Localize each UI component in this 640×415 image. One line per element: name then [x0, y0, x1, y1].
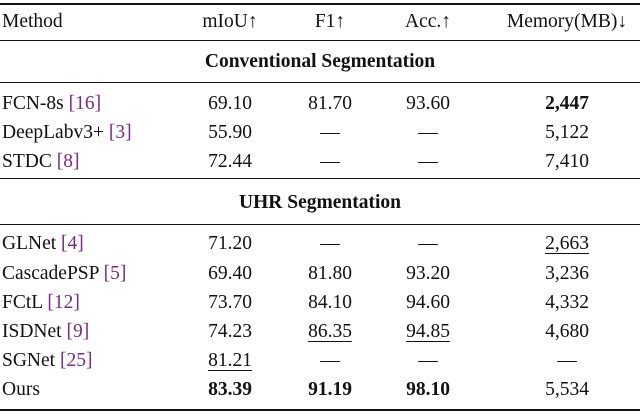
cell: 98.10: [406, 379, 450, 400]
cell: 81.80: [308, 263, 352, 284]
cell: 5,534: [545, 379, 589, 400]
cell: 93.20: [406, 263, 450, 284]
column-header: Memory(MB)↓: [506, 11, 628, 32]
bottom-rule: [0, 409, 640, 411]
top-rule: [0, 3, 640, 5]
section-rule: [0, 82, 640, 83]
cell: 5,122: [545, 122, 589, 143]
citation[interactable]: [5]: [103, 263, 127, 284]
cell: —: [557, 350, 577, 371]
citation[interactable]: [8]: [56, 151, 80, 172]
cell: 84.10: [308, 292, 352, 313]
cell: 94.85: [406, 321, 450, 342]
header-rule: [0, 40, 640, 41]
cell: 69.10: [208, 93, 252, 114]
cell: 81.70: [308, 93, 352, 114]
citation[interactable]: [4]: [61, 233, 84, 254]
citation[interactable]: [3]: [108, 122, 132, 143]
cell: —: [418, 233, 438, 254]
cell: 2,663: [545, 233, 589, 254]
cell: —: [418, 122, 438, 143]
cell: 83.39: [208, 379, 252, 400]
cell: 2,447: [545, 93, 589, 114]
cell: 3,236: [545, 263, 589, 284]
column-header: mIoU↑: [202, 11, 258, 32]
cell: 7,410: [545, 151, 589, 172]
method-name: CascadePSP [5]: [2, 263, 127, 284]
cell: 4,332: [545, 292, 589, 313]
cell: —: [320, 122, 340, 143]
section-rule: [0, 178, 640, 179]
method-name: SGNet [25]: [2, 350, 93, 371]
cell: 73.70: [208, 292, 252, 313]
cell: —: [418, 151, 438, 172]
method-name: STDC [8]: [2, 151, 80, 172]
section-title: UHR Segmentation: [239, 192, 401, 213]
method-name: FCN-8s [16]: [2, 93, 102, 114]
citation[interactable]: [9]: [66, 321, 90, 342]
cell: 91.19: [308, 379, 352, 400]
cell: 93.60: [406, 93, 450, 114]
column-header: F1↑: [314, 11, 346, 32]
cell: 69.40: [208, 263, 252, 284]
cell: —: [320, 350, 340, 371]
cell: —: [320, 233, 340, 254]
citation[interactable]: [12]: [47, 292, 80, 313]
cell: 4,680: [545, 321, 589, 342]
cell: 72.44: [208, 151, 252, 172]
citation[interactable]: [25]: [59, 350, 93, 371]
cell: —: [320, 151, 340, 172]
method-name: GLNet [4]: [2, 233, 84, 254]
column-header: Acc.↑: [404, 11, 452, 32]
cell: 71.20: [208, 233, 252, 254]
cell: 55.90: [208, 122, 252, 143]
cell: 94.60: [406, 292, 450, 313]
column-header: Method: [2, 11, 63, 32]
cell: 81.21: [208, 350, 252, 371]
citation[interactable]: [16]: [68, 93, 102, 114]
section-rule: [0, 224, 640, 225]
cell: 86.35: [308, 321, 352, 342]
cell: —: [418, 350, 438, 371]
section-title: Conventional Segmentation: [204, 51, 436, 72]
method-name: FCtL [12]: [2, 292, 80, 313]
method-name: Ours: [2, 379, 40, 400]
method-name: DeepLabv3+ [3]: [2, 122, 132, 143]
method-name: ISDNet [9]: [2, 321, 90, 342]
cell: 74.23: [208, 321, 252, 342]
